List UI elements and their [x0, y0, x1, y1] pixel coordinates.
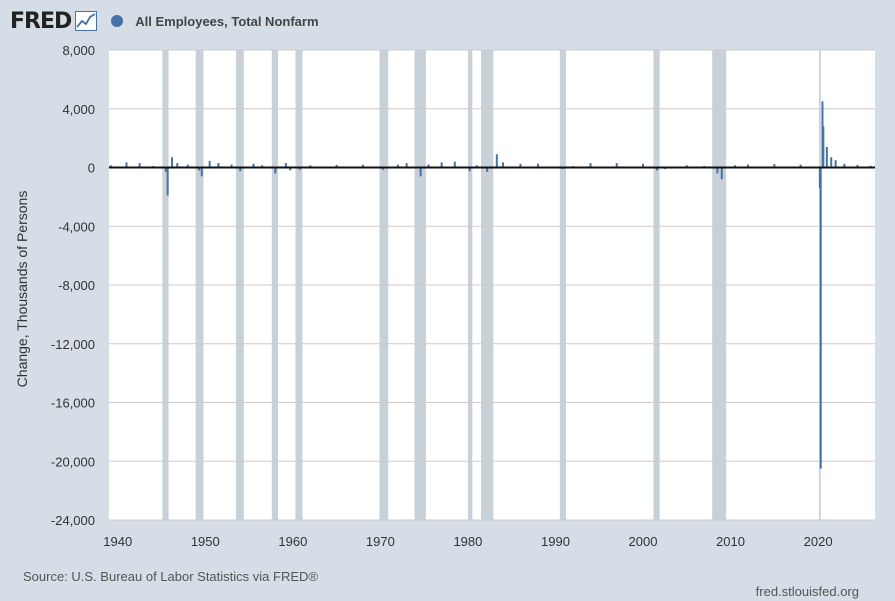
- data-bar: [501, 162, 504, 168]
- data-bar: [171, 157, 174, 168]
- data-bar: [274, 167, 277, 174]
- y-tick-label: 8,000: [62, 43, 95, 58]
- data-bar: [475, 165, 478, 168]
- data-bar: [200, 167, 203, 177]
- data-bar: [309, 165, 312, 168]
- source-note: Source: U.S. Bureau of Labor Statistics …: [23, 569, 318, 584]
- data-bar: [519, 163, 522, 168]
- data-bar: [468, 167, 471, 172]
- data-bar: [819, 167, 822, 469]
- data-bar: [335, 164, 338, 168]
- data-bar: [405, 163, 408, 168]
- data-bar: [453, 161, 456, 168]
- data-bar: [536, 163, 539, 168]
- data-bar: [825, 146, 828, 168]
- legend-marker-icon: [111, 15, 124, 27]
- data-bar: [109, 165, 112, 168]
- y-tick-label: -8,000: [58, 278, 95, 293]
- data-bar: [773, 164, 776, 168]
- data-bar: [284, 163, 287, 168]
- data-bar: [716, 167, 719, 174]
- data-bar: [733, 165, 736, 168]
- x-tick-label: 1990: [541, 534, 570, 549]
- y-tick-label: 0: [88, 161, 95, 176]
- y-tick-label: -16,000: [51, 396, 95, 411]
- y-tick-label: -20,000: [51, 454, 95, 469]
- data-bar: [486, 167, 489, 172]
- data-bar: [830, 157, 833, 168]
- fred-logo[interactable]: FRED: [10, 8, 72, 34]
- chart-header: FRED All Employees, Total Nonfarm: [10, 6, 319, 36]
- x-tick-label: 2010: [716, 534, 745, 549]
- y-tick-label: -12,000: [51, 337, 95, 352]
- data-bar: [396, 164, 399, 168]
- data-bar: [615, 163, 618, 168]
- data-bar: [843, 163, 846, 168]
- data-bar: [186, 164, 189, 168]
- data-bar: [252, 163, 255, 168]
- x-tick-label: 1980: [453, 534, 482, 549]
- data-bar: [642, 163, 645, 168]
- data-bar: [822, 126, 825, 168]
- data-bar: [138, 163, 141, 168]
- data-bar: [176, 163, 179, 168]
- data-bar: [217, 163, 220, 168]
- data-bar: [656, 167, 659, 171]
- data-bar: [685, 165, 688, 168]
- data-bar: [747, 164, 750, 168]
- x-tick-label: 1940: [103, 534, 132, 549]
- data-bar: [589, 163, 592, 168]
- data-bar: [164, 167, 167, 172]
- y-axis-title: Change, Thousands of Persons: [14, 190, 30, 388]
- data-bar: [495, 154, 498, 168]
- data-bar: [419, 167, 422, 177]
- data-bar: [125, 162, 128, 168]
- y-tick-label: -4,000: [58, 219, 95, 234]
- data-bars: [109, 101, 875, 469]
- data-bar: [230, 164, 233, 168]
- axis-labels: 8,000 4,000 0 -4,000 -8,000 -12,000 -16,000 -20…: [51, 43, 833, 549]
- x-tick-label: 1960: [278, 534, 307, 549]
- x-tick-label: 1970: [366, 534, 395, 549]
- data-bar: [799, 164, 802, 168]
- legend-series-label: All Employees, Total Nonfarm: [135, 13, 319, 29]
- data-bar: [208, 160, 211, 168]
- chart-logo-icon: [75, 11, 98, 31]
- data-bar: [361, 164, 364, 168]
- y-tick-label: 4,000: [62, 102, 95, 117]
- data-bar: [289, 167, 292, 171]
- data-bar: [834, 160, 837, 168]
- data-bar: [856, 164, 859, 168]
- x-tick-label: 2020: [804, 534, 833, 549]
- data-bar: [382, 167, 385, 170]
- y-tick-label: -24,000: [51, 513, 95, 528]
- data-bar: [440, 162, 443, 168]
- data-bar: [720, 167, 723, 180]
- data-bar: [298, 167, 301, 170]
- x-tick-label: 2000: [629, 534, 658, 549]
- site-link[interactable]: fred.stlouisfed.org: [755, 584, 859, 599]
- data-bar: [198, 167, 201, 171]
- data-bar: [427, 164, 430, 168]
- chart-plot: 8,000 4,000 0 -4,000 -8,000 -12,000 -16,000 -20…: [51, 43, 875, 549]
- data-bar: [239, 167, 242, 172]
- data-bar: [166, 167, 169, 196]
- x-tick-label: 1950: [191, 534, 220, 549]
- data-bar: [261, 165, 264, 168]
